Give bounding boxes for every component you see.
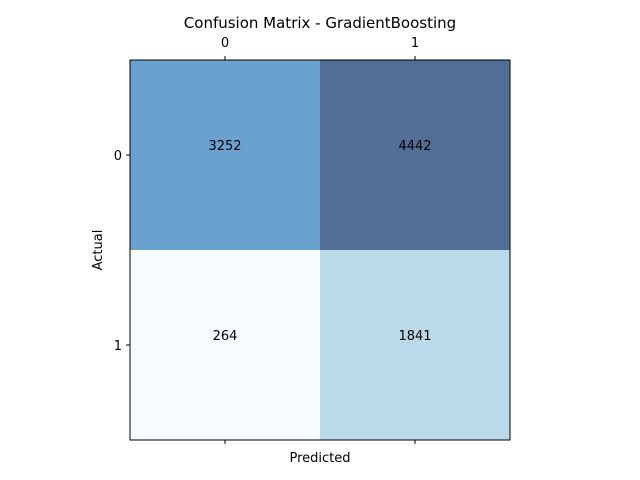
y-axis-ticks: 01 [114, 149, 130, 354]
y-axis-label: Actual [91, 230, 106, 271]
heatmap-cell [130, 60, 320, 250]
x-axis-ticks-bottom [224, 440, 416, 444]
tick-label: 1 [411, 36, 419, 51]
heatmap-cell [130, 250, 320, 440]
cell-value-labels: 3252 4442 264 1841 [208, 139, 431, 344]
heatmap-cell [320, 60, 510, 250]
tick-label: 1 [114, 339, 122, 354]
x-axis-label: Predicted [289, 451, 350, 466]
cell-value-label: 1841 [398, 329, 431, 344]
cell-value-label: 3252 [208, 139, 241, 154]
tick-label: 0 [114, 149, 122, 164]
tick-label: 0 [221, 36, 229, 51]
heatmap-cell [320, 250, 510, 440]
cell-value-label: 264 [213, 329, 238, 344]
chart-title: Confusion Matrix - GradientBoosting [184, 14, 456, 32]
cell-value-label: 4442 [398, 139, 431, 154]
heatmap-cells [130, 60, 510, 440]
plot-frame [129, 59, 511, 441]
